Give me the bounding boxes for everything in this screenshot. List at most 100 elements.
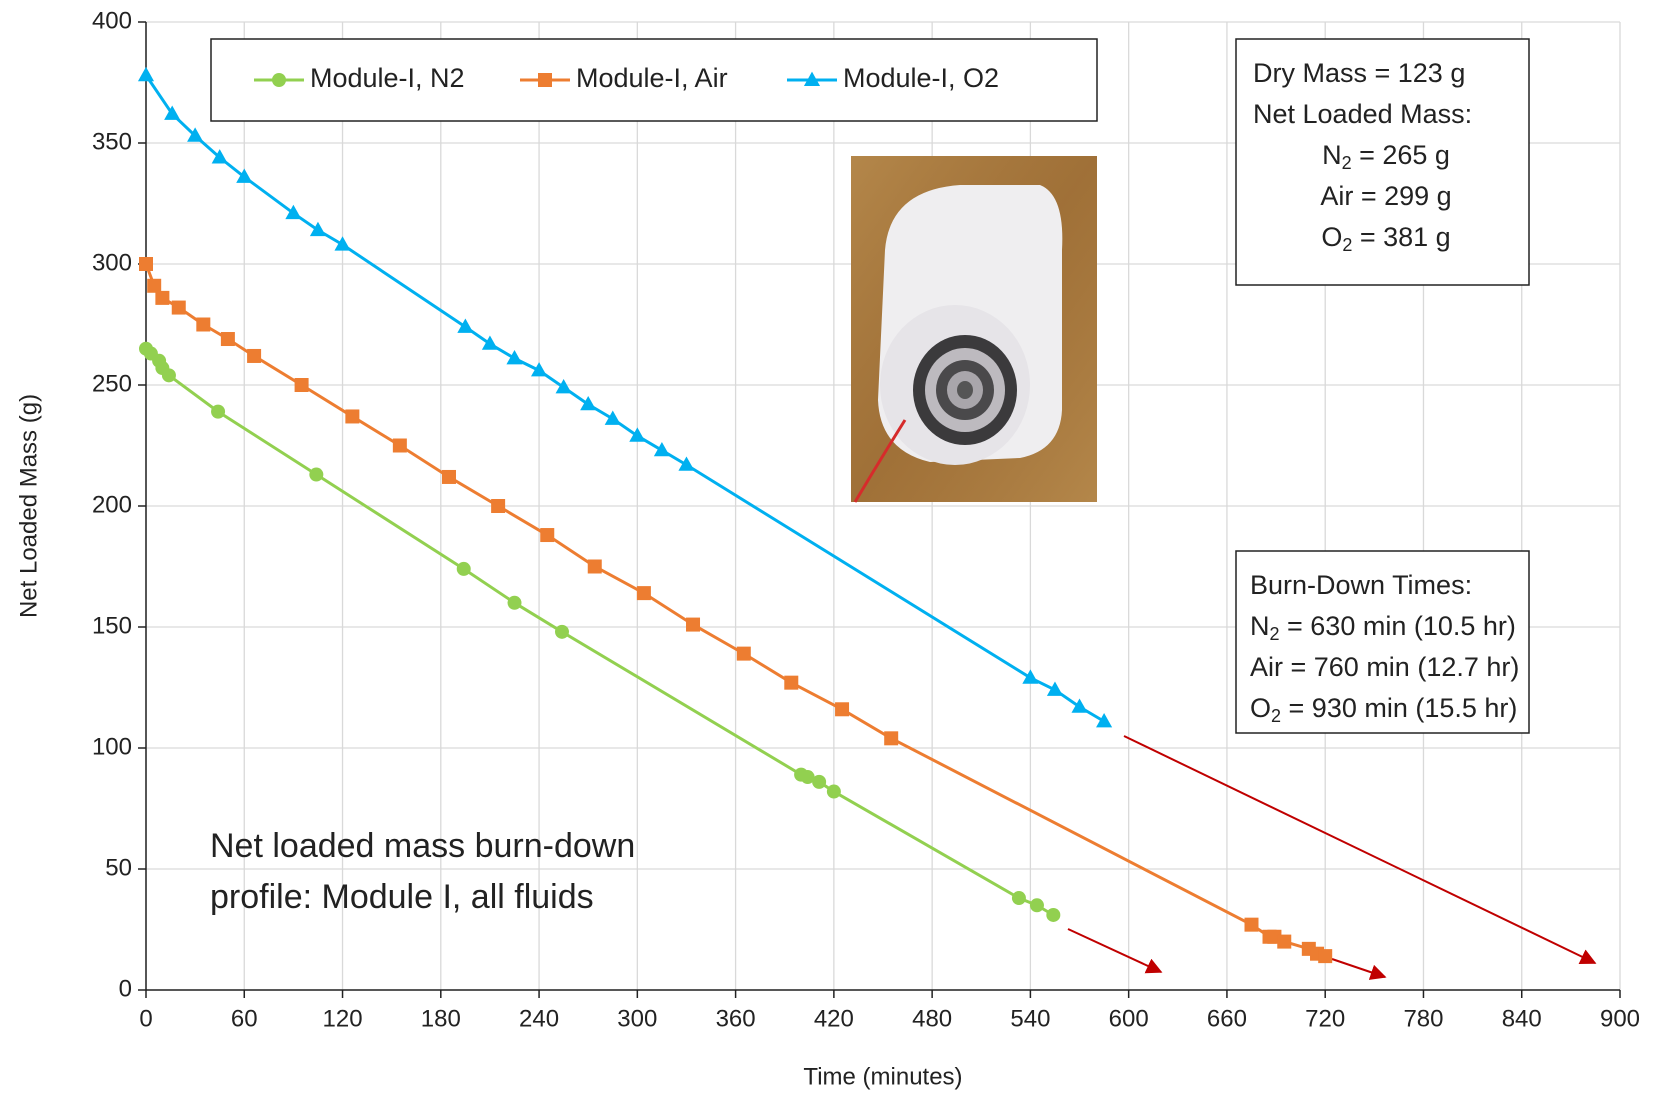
symbol: Air [1320,181,1353,211]
legend-label: Module-I, O2 [843,63,999,93]
marker [247,349,261,363]
module-photo [851,156,1097,502]
marker [1012,891,1026,905]
x-tick-label: 0 [139,1005,152,1032]
marker [654,442,670,456]
x-tick-label: 900 [1600,1005,1640,1032]
marker [508,596,522,610]
x-tick-label: 840 [1502,1005,1542,1032]
marker [835,702,849,716]
box-text: Net Loaded Mass: [1253,99,1472,129]
box-text: = 930 min (15.5 hr) [1281,693,1517,723]
box-line: Net Loaded Mass: [1253,99,1472,129]
marker [812,775,826,789]
marker [334,236,350,250]
marker [1071,698,1087,712]
box-line: N2 = 630 min (10.5 hr) [1250,611,1516,644]
y-tick-label: 250 [92,370,132,397]
marker [310,222,326,236]
x-tick-label: 600 [1109,1005,1149,1032]
marker [457,319,473,333]
marker [295,378,309,392]
symbol: N [1322,140,1342,170]
y-tick-label: 300 [92,249,132,276]
x-tick-label: 420 [814,1005,854,1032]
x-axis-title: Time (minutes) [803,1063,962,1090]
marker [556,379,572,393]
marker [1022,669,1038,683]
y-tick-label: 400 [92,7,132,34]
box-line: O2 = 381 g [1321,222,1450,255]
subscript: 2 [1342,235,1352,255]
x-tick-label: 360 [716,1005,756,1032]
legend-label: Module-I, Air [576,63,728,93]
marker [605,410,621,424]
y-tick-label: 350 [92,128,132,155]
caption: Net loaded mass burn-down [210,827,635,865]
marker [1096,713,1112,727]
marker [155,291,169,305]
marker [1030,898,1044,912]
y-tick-label: 150 [92,612,132,639]
marker [221,332,235,346]
y-tick-label: 0 [119,975,132,1002]
marker [1046,908,1060,922]
marker [1245,918,1259,932]
marker [678,456,694,470]
marker [884,731,898,745]
marker [588,560,602,574]
marker [491,499,505,513]
x-tick-label: 720 [1305,1005,1345,1032]
box-text: Dry Mass = 123 g [1253,58,1465,88]
marker [272,73,286,87]
marker [1277,935,1291,949]
box-line: Burn-Down Times: [1250,570,1472,600]
y-tick-label: 200 [92,491,132,518]
symbol: O [1321,222,1342,252]
x-tick-label: 780 [1403,1005,1443,1032]
caption: profile: Module I, all fluids [210,878,594,916]
marker [538,73,552,87]
marker [147,279,161,293]
marker [827,785,841,799]
marker [506,350,522,364]
chart: Net Loaded Mass (g) Time (minutes) 05010… [0,0,1658,1098]
marker [285,205,301,219]
marker [393,439,407,453]
marker [139,257,153,271]
marker [686,618,700,632]
box-text: = 381 g [1352,222,1450,252]
x-tick-label: 540 [1010,1005,1050,1032]
box-line: Air = 760 min (12.7 hr) [1250,652,1519,682]
marker [540,528,554,542]
legend-label: Module-I, N2 [310,63,465,93]
marker [1318,949,1332,963]
box-text: = 630 min (10.5 hr) [1280,611,1516,641]
subscript: 2 [1342,153,1352,173]
subscript: 2 [1270,624,1280,644]
marker [555,625,569,639]
symbol: O [1250,693,1271,723]
marker [457,562,471,576]
x-tick-label: 300 [617,1005,657,1032]
symbol: N [1250,611,1270,641]
x-tick-label: 60 [231,1005,258,1032]
box-text: = 299 g [1353,181,1451,211]
box-line: Air = 299 g [1320,181,1451,211]
marker [162,368,176,382]
marker [138,67,154,81]
marker [737,647,751,661]
x-tick-label: 240 [519,1005,559,1032]
subscript: 2 [1271,706,1281,726]
marker [637,586,651,600]
marker [580,396,596,410]
y-axis-title: Net Loaded Mass (g) [15,394,42,618]
burn-down-arrows [1068,736,1595,977]
box-line: O2 = 930 min (15.5 hr) [1250,693,1517,726]
box-line: N2 = 265 g [1322,140,1450,173]
marker [629,427,645,441]
marker [345,409,359,423]
marker [172,301,186,315]
box-text: = 760 min (12.7 hr) [1283,652,1519,682]
symbol: Air [1250,652,1283,682]
